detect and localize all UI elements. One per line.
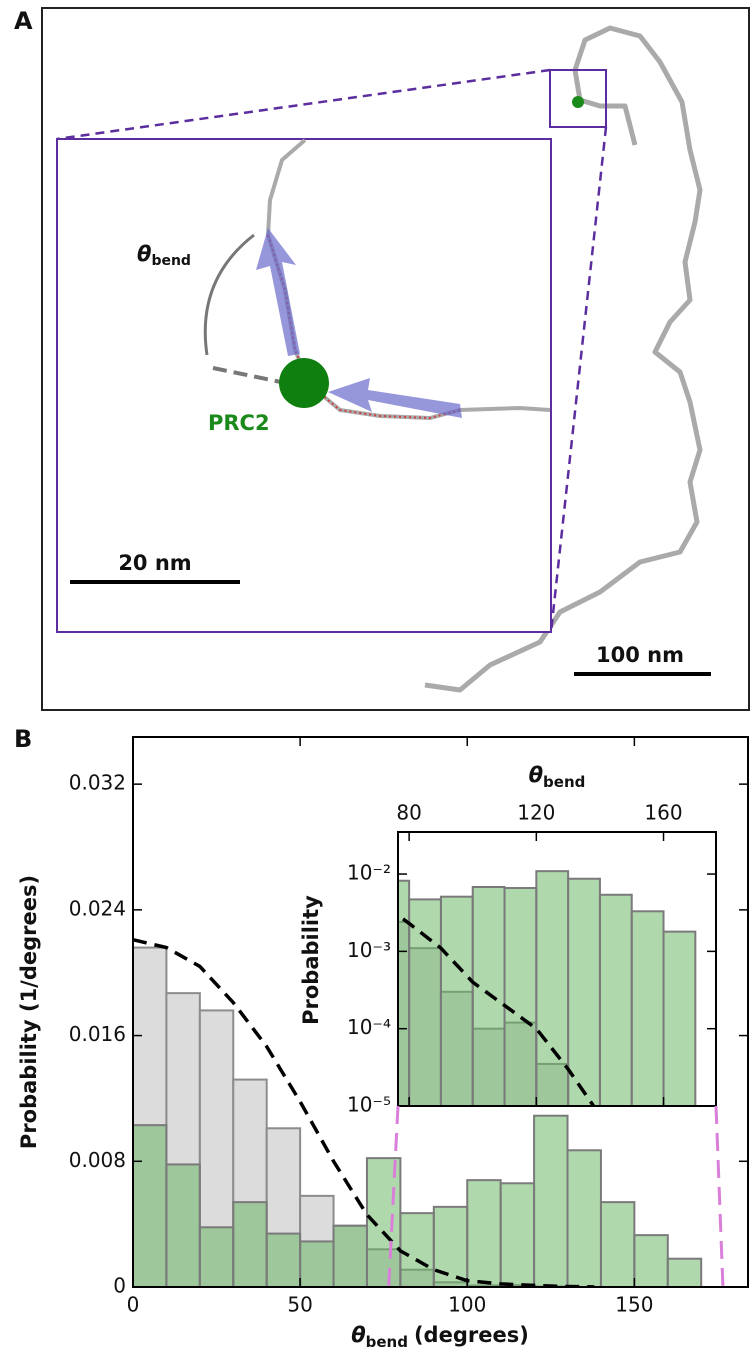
angle-arc xyxy=(203,233,255,356)
prc2-dot xyxy=(572,96,584,108)
bar xyxy=(662,930,697,1106)
bar xyxy=(265,1232,302,1287)
bar xyxy=(566,1149,602,1287)
bar xyxy=(499,1182,536,1287)
x-tick-label: 150 xyxy=(615,1293,653,1317)
theta-label: θbend xyxy=(137,242,191,269)
x-tick-label: 160 xyxy=(644,801,682,825)
y-tick-label: 0 xyxy=(113,1274,126,1298)
bar xyxy=(466,1179,502,1287)
zoom-line xyxy=(714,1105,725,1288)
bar xyxy=(567,877,601,1106)
fit-trace xyxy=(267,234,461,420)
x-tick-label: 100 xyxy=(448,1293,486,1317)
fit-curve xyxy=(398,913,596,1106)
scale-label: 100 nm xyxy=(596,643,684,667)
bar xyxy=(165,1163,201,1287)
y-tick-label: 0.024 xyxy=(69,896,126,920)
x-tick-label: 0 xyxy=(127,1293,140,1317)
bar xyxy=(535,870,570,1106)
bar xyxy=(399,1212,435,1287)
y-tick-label: 10⁻⁴ xyxy=(347,1015,391,1039)
bar xyxy=(666,1257,703,1287)
bar xyxy=(408,898,442,1106)
plot-frame xyxy=(132,736,749,1288)
y-tick-label: 0.032 xyxy=(69,771,126,795)
bar xyxy=(299,1240,335,1287)
bar xyxy=(250,865,282,1106)
bar xyxy=(398,879,411,1106)
bar xyxy=(630,910,665,1106)
inset-x-label: θbend xyxy=(529,763,586,791)
polymer-trace xyxy=(424,25,703,693)
bar xyxy=(346,906,378,1106)
x-axis-label: θbend (degrees) xyxy=(351,1323,529,1351)
bars xyxy=(250,865,697,1106)
bar xyxy=(471,886,506,1106)
y-tick-label: 0.008 xyxy=(69,1148,126,1172)
panel-a: A θbend PRC2 20 nm 100 nm xyxy=(14,7,750,711)
tangent-arrow xyxy=(328,378,462,418)
bar xyxy=(439,895,474,1106)
bar xyxy=(633,1234,669,1287)
zoom-line xyxy=(549,126,608,633)
bar xyxy=(198,1226,235,1287)
zoom-line xyxy=(56,68,551,141)
bar xyxy=(250,895,282,1106)
prc2 xyxy=(279,358,329,408)
zoom-box xyxy=(549,69,607,128)
bar xyxy=(332,1224,368,1287)
x-tick-label: 50 xyxy=(287,1293,312,1317)
bar xyxy=(599,1201,636,1287)
bar xyxy=(432,1205,469,1287)
panel-frame xyxy=(41,7,750,711)
scale-label: 20 nm xyxy=(118,551,191,575)
tangent-arrow xyxy=(256,228,300,356)
panel-b: 0 50 100 150 0 0.008 0.016 0.024 0.032 80 120 160 10… xyxy=(69,736,749,1317)
x-tick-label: 80 xyxy=(396,801,421,825)
fit-curve xyxy=(133,938,595,1287)
inset-y-label: Probability xyxy=(299,895,323,1025)
panel-label: A xyxy=(14,7,33,35)
bar xyxy=(232,1201,268,1287)
bars xyxy=(133,938,703,1287)
bar xyxy=(533,1114,569,1287)
panel-label: B xyxy=(14,725,32,753)
zoom-line xyxy=(387,1105,400,1288)
plot-frame xyxy=(397,831,717,1107)
y-tick-label: 10⁻⁵ xyxy=(347,1093,391,1117)
x-tick-label: 120 xyxy=(517,801,555,825)
y-axis-label: Probability (1/degrees) xyxy=(17,875,41,1149)
bar xyxy=(598,893,633,1106)
y-tick-label: 10⁻² xyxy=(347,861,391,885)
protein-label: PRC2 xyxy=(208,411,270,435)
bar xyxy=(346,906,378,1106)
bar xyxy=(503,887,538,1106)
y-tick-label: 10⁻³ xyxy=(347,938,391,962)
bar xyxy=(133,1124,168,1287)
y-tick-label: 0.016 xyxy=(69,1022,126,1046)
